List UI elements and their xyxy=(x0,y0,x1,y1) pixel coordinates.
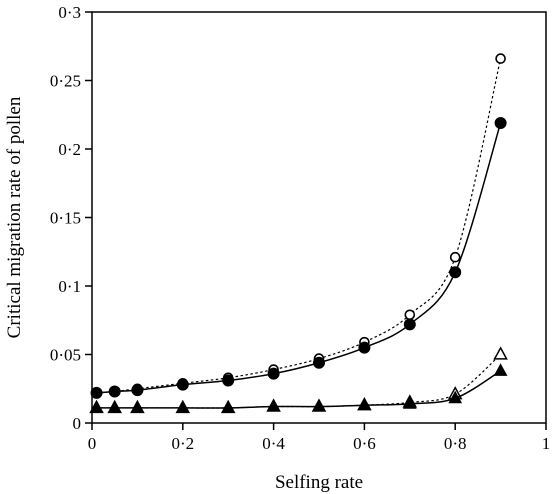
series-line xyxy=(96,354,501,409)
x-axis-label: Selfing rate xyxy=(275,472,363,493)
data-point xyxy=(89,400,104,413)
x-tick-label: 0·2 xyxy=(171,434,194,453)
data-point xyxy=(176,378,189,391)
series-open-circle xyxy=(91,53,506,399)
data-point xyxy=(493,363,508,376)
data-point xyxy=(130,400,145,413)
data-point xyxy=(495,53,506,64)
data-point xyxy=(402,396,417,409)
series-line xyxy=(96,122,502,394)
data-point xyxy=(448,390,463,404)
data-point xyxy=(357,397,372,411)
series-filled-triangle xyxy=(89,363,508,413)
x-axis-ticks: 0 0·2 0·4 0·6 0·8 1 xyxy=(88,423,551,453)
data-point xyxy=(175,400,190,413)
y-tick-label: 0·3 xyxy=(58,3,81,22)
x-tick-label: 0·8 xyxy=(444,434,467,453)
y-tick-label: 0·2 xyxy=(58,140,81,159)
data-point xyxy=(90,386,103,399)
data-point xyxy=(108,385,121,398)
x-tick-label: 0·6 xyxy=(353,434,376,453)
data-point xyxy=(403,318,416,331)
data-point xyxy=(449,251,461,263)
data-point xyxy=(404,309,416,321)
data-point xyxy=(221,400,236,413)
series-open-triangle xyxy=(89,346,508,414)
data-point xyxy=(494,116,507,129)
data-point xyxy=(267,367,280,380)
data-point xyxy=(222,374,235,387)
y-tick-label: 0·05 xyxy=(50,346,81,365)
series-filled-circle xyxy=(90,116,507,399)
data-point xyxy=(266,398,281,412)
series-line xyxy=(96,370,501,409)
data-point xyxy=(312,398,326,412)
data-point xyxy=(358,341,371,354)
x-tick-label: 1 xyxy=(542,434,551,453)
x-tick-label: 0·4 xyxy=(262,434,285,453)
y-tick-label: 0·15 xyxy=(50,209,81,228)
y-tick-label: 0·1 xyxy=(58,277,81,296)
data-point xyxy=(449,266,462,279)
data-point xyxy=(313,356,325,369)
data-point xyxy=(131,384,144,397)
y-tick-label: 0·25 xyxy=(50,72,81,91)
y-axis-label: Critical migration rate of pollen xyxy=(4,96,25,338)
data-point xyxy=(107,400,122,413)
series-layer xyxy=(89,53,508,414)
series-line xyxy=(96,58,502,394)
x-tick-label: 0 xyxy=(88,434,97,453)
y-tick-label: 0 xyxy=(73,414,82,433)
y-axis-ticks: 0 0·05 0·1 0·15 0·2 0·25 0·3 xyxy=(50,3,92,433)
data-point xyxy=(493,346,508,360)
